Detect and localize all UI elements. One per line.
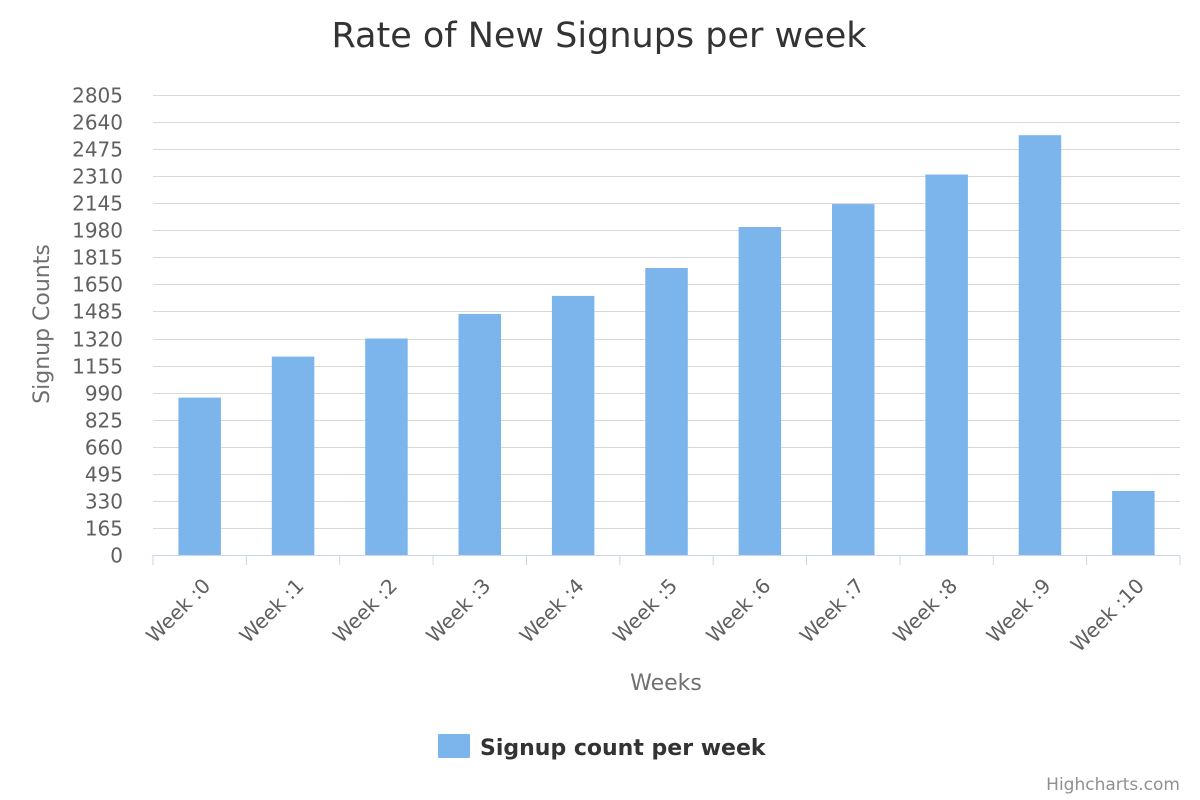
bar[interactable]	[365, 338, 408, 556]
bar[interactable]	[832, 204, 875, 555]
y-tick-label: 0	[110, 544, 123, 568]
bars	[178, 135, 1155, 556]
y-tick-label: 1320	[72, 328, 123, 352]
y-tick-label: 495	[85, 463, 123, 487]
y-tick-label: 2475	[72, 138, 123, 162]
y-tick-label: 2640	[72, 111, 123, 135]
bar[interactable]	[738, 227, 782, 555]
y-tick-label: 165	[85, 517, 123, 541]
x-tick-label: Week :3	[421, 574, 495, 648]
legend[interactable]: Signup count per week	[438, 734, 767, 761]
x-tick-label: Week :0	[141, 574, 215, 648]
x-tick-label: Week :7	[795, 574, 869, 648]
credits-link[interactable]: Highcharts.com	[1046, 775, 1180, 795]
bar[interactable]	[1112, 491, 1155, 555]
y-tick-label: 1155	[72, 355, 123, 379]
x-tick-label: Week :9	[982, 574, 1056, 648]
legend-swatch[interactable]	[438, 734, 470, 758]
x-tick-label: Week :2	[328, 574, 402, 648]
x-tick-label: Week :4	[515, 574, 589, 648]
y-tick-label: 1815	[72, 246, 123, 270]
y-tick-label: 825	[85, 409, 123, 433]
bar[interactable]	[271, 356, 315, 555]
y-tick-label: 330	[85, 490, 123, 514]
legend-label[interactable]: Signup count per week	[480, 736, 767, 761]
y-tick-label: 660	[85, 436, 123, 460]
x-tick-label: Week :8	[888, 574, 962, 648]
bar[interactable]	[1018, 135, 1062, 555]
x-tick-label: Week :10	[1066, 574, 1149, 657]
y-tick-label: 2145	[72, 192, 123, 216]
chart-title: Rate of New Signups per week	[331, 16, 867, 56]
y-tick-label: 1485	[72, 300, 123, 324]
y-tick-label: 2310	[72, 165, 123, 189]
bar[interactable]	[551, 295, 595, 555]
y-axis-title: Signup Counts	[30, 244, 55, 404]
bar[interactable]	[925, 174, 968, 556]
y-tick-label: 1980	[72, 219, 123, 243]
y-tick-label: 1650	[72, 273, 123, 297]
y-axis-ticks: 0 165 330 495 660 825 990 1155 1320 1485 1650 1815 1…	[72, 84, 123, 568]
x-tick-label: Week :5	[608, 574, 682, 648]
x-tick-label: Week :6	[701, 574, 775, 648]
x-axis-title: Weeks	[630, 671, 702, 696]
x-tick-label: Week :1	[235, 574, 309, 648]
bar[interactable]	[458, 313, 502, 555]
y-tick-label: 990	[85, 382, 123, 406]
bar[interactable]	[645, 268, 688, 555]
y-tick-label: 2805	[72, 84, 123, 108]
x-axis-ticks: Week :0 Week :1 Week :2 Week :3 Week :4 Week …	[141, 555, 1181, 657]
bar[interactable]	[178, 397, 221, 555]
